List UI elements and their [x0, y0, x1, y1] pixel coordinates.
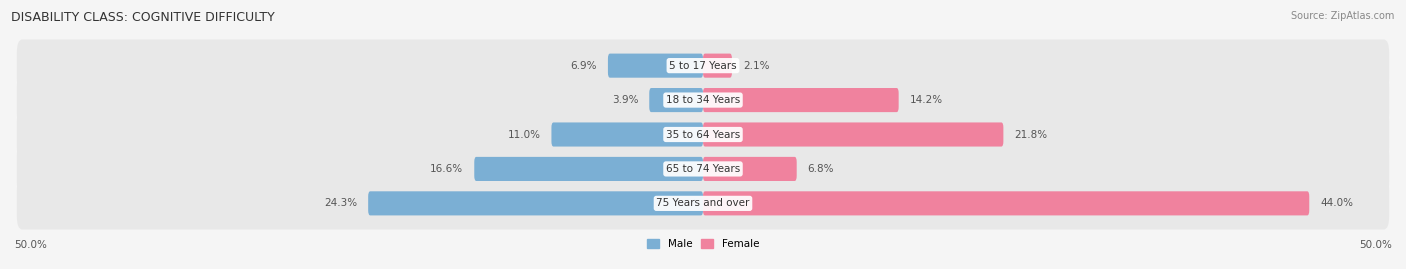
Text: 75 Years and over: 75 Years and over: [657, 198, 749, 208]
Text: 6.8%: 6.8%: [807, 164, 834, 174]
Text: 35 to 64 Years: 35 to 64 Years: [666, 129, 740, 140]
Text: Source: ZipAtlas.com: Source: ZipAtlas.com: [1291, 11, 1395, 21]
FancyBboxPatch shape: [368, 191, 703, 215]
Text: 14.2%: 14.2%: [910, 95, 943, 105]
FancyBboxPatch shape: [17, 143, 1389, 195]
Text: 5 to 17 Years: 5 to 17 Years: [669, 61, 737, 71]
Text: 18 to 34 Years: 18 to 34 Years: [666, 95, 740, 105]
FancyBboxPatch shape: [703, 88, 898, 112]
FancyBboxPatch shape: [17, 177, 1389, 229]
Text: 11.0%: 11.0%: [508, 129, 540, 140]
FancyBboxPatch shape: [551, 122, 703, 147]
FancyBboxPatch shape: [474, 157, 703, 181]
FancyBboxPatch shape: [17, 74, 1389, 126]
FancyBboxPatch shape: [703, 191, 1309, 215]
Text: 50.0%: 50.0%: [1360, 239, 1392, 250]
Text: 24.3%: 24.3%: [323, 198, 357, 208]
FancyBboxPatch shape: [17, 108, 1389, 161]
FancyBboxPatch shape: [607, 54, 703, 78]
Text: 21.8%: 21.8%: [1014, 129, 1047, 140]
FancyBboxPatch shape: [650, 88, 703, 112]
Text: 50.0%: 50.0%: [14, 239, 46, 250]
FancyBboxPatch shape: [703, 122, 1004, 147]
Text: 3.9%: 3.9%: [612, 95, 638, 105]
Text: 2.1%: 2.1%: [742, 61, 769, 71]
FancyBboxPatch shape: [17, 40, 1389, 92]
Legend: Male, Female: Male, Female: [643, 235, 763, 253]
Text: 65 to 74 Years: 65 to 74 Years: [666, 164, 740, 174]
Text: 6.9%: 6.9%: [571, 61, 598, 71]
FancyBboxPatch shape: [703, 54, 733, 78]
Text: 16.6%: 16.6%: [430, 164, 463, 174]
Text: 44.0%: 44.0%: [1320, 198, 1354, 208]
FancyBboxPatch shape: [703, 157, 797, 181]
Text: DISABILITY CLASS: COGNITIVE DIFFICULTY: DISABILITY CLASS: COGNITIVE DIFFICULTY: [11, 11, 276, 24]
